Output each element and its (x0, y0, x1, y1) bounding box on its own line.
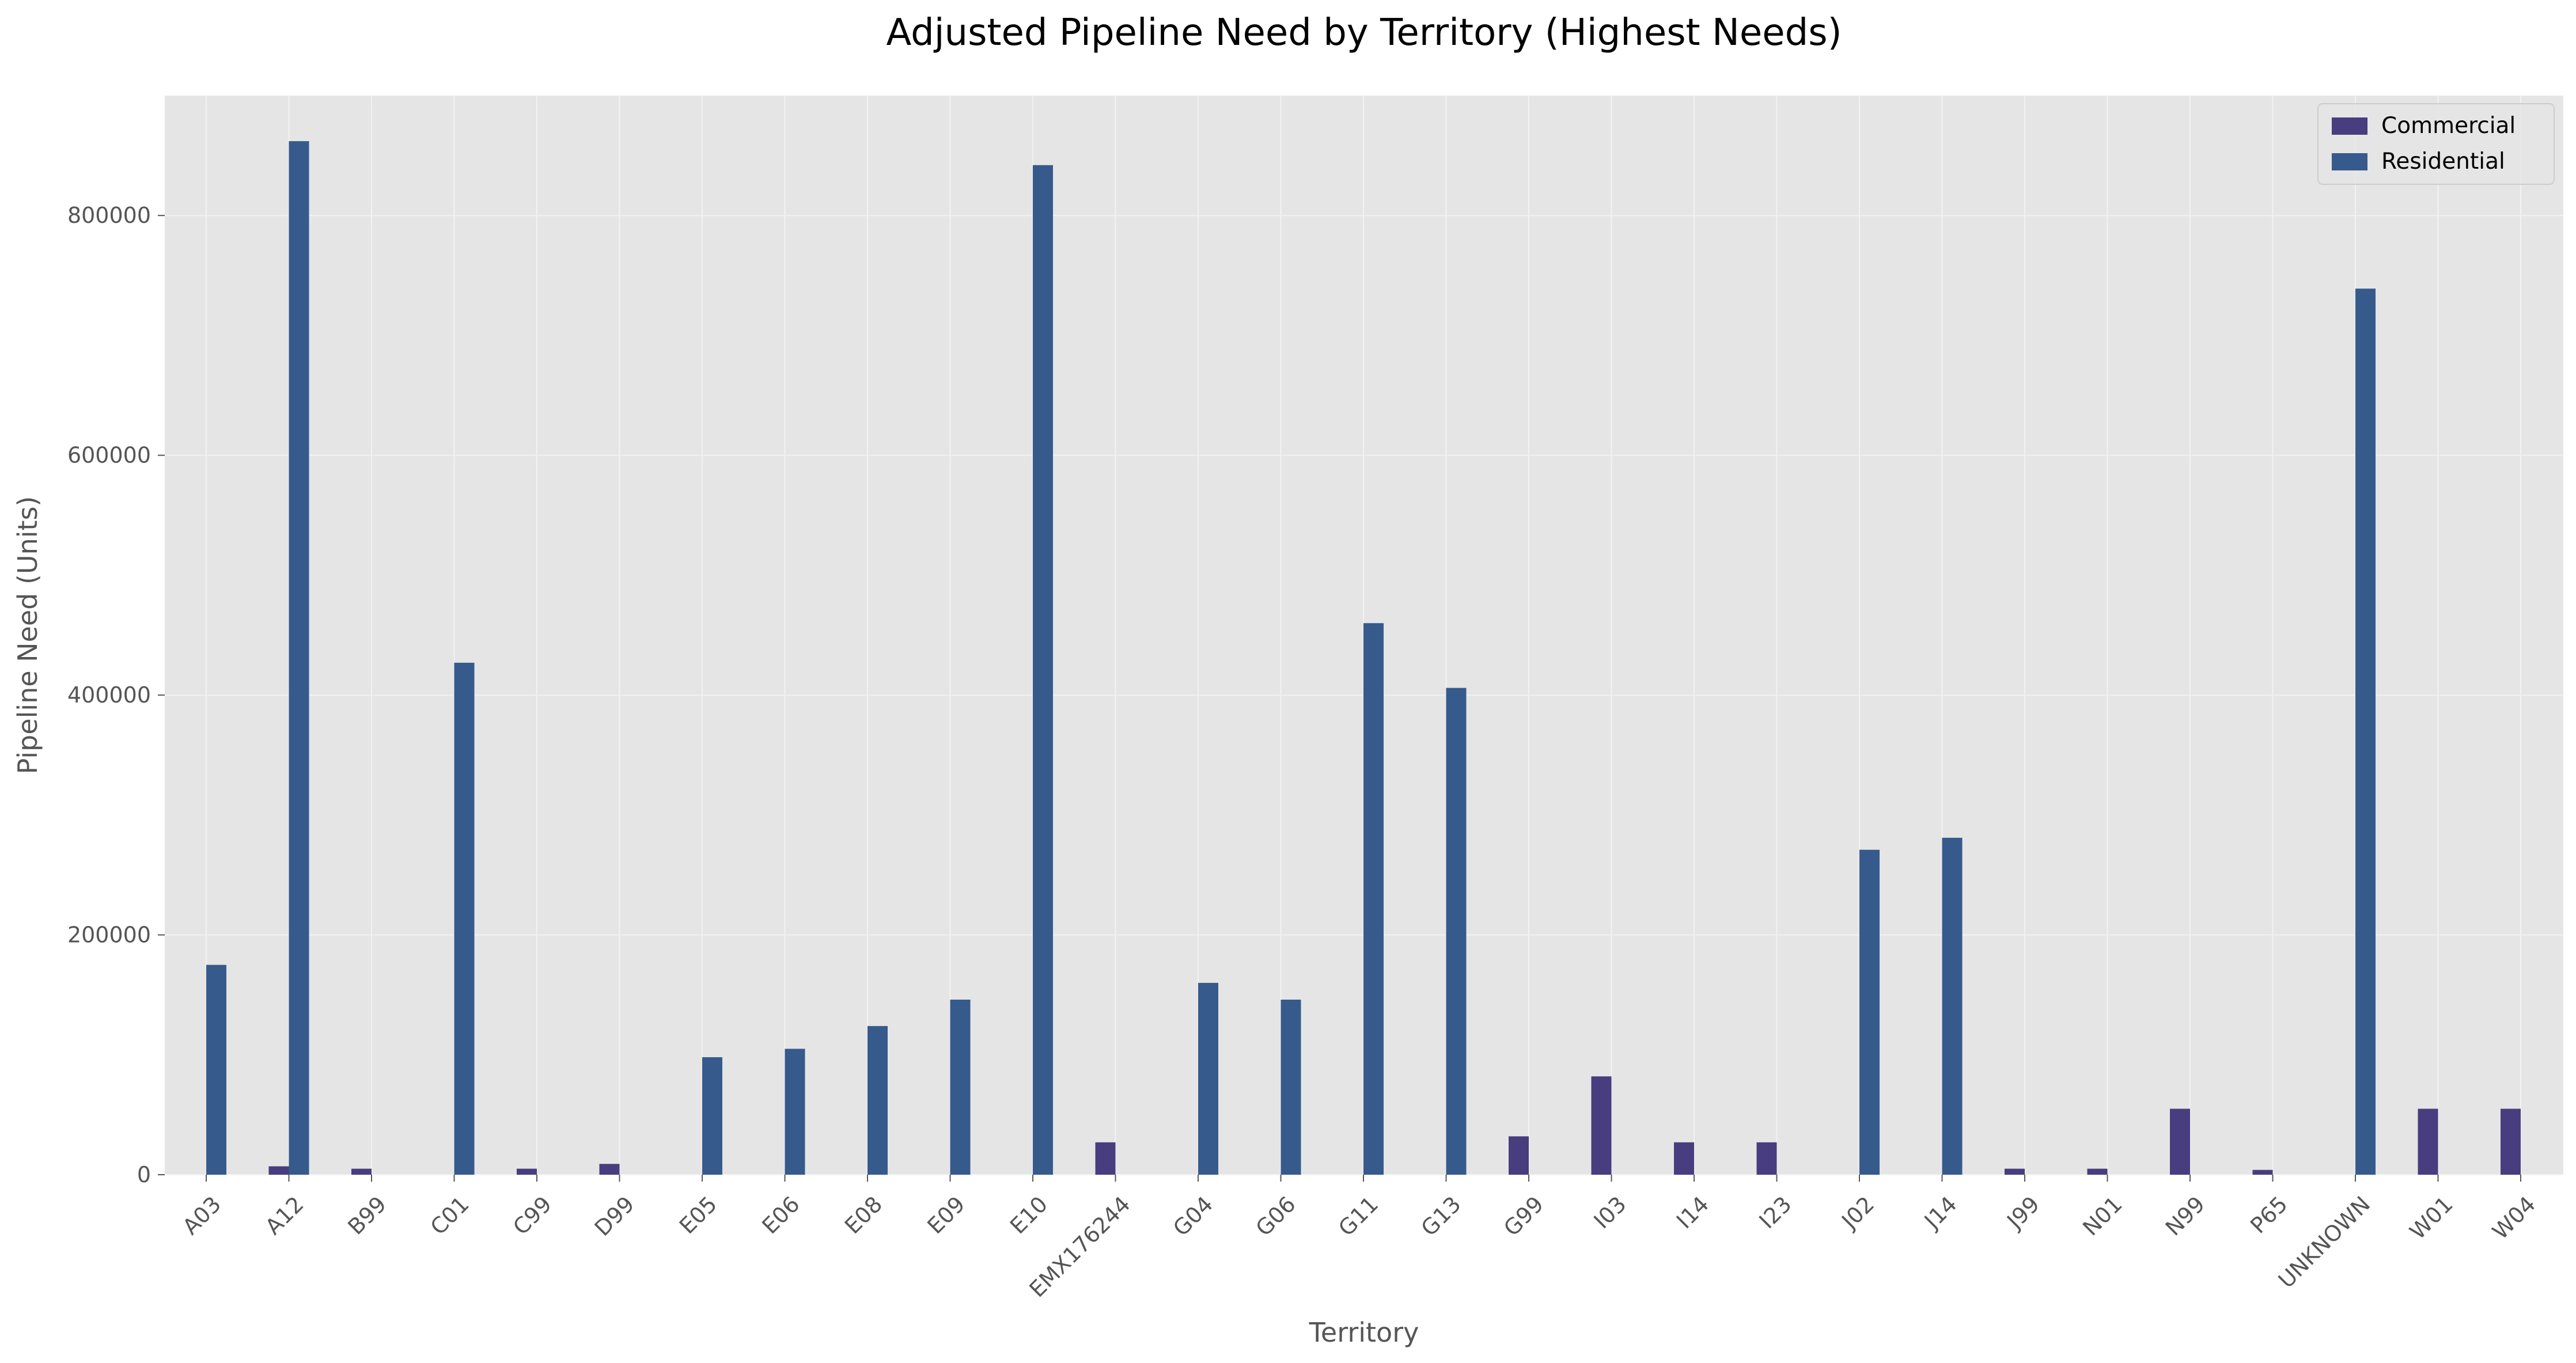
bar-residential-a12 (289, 141, 309, 1175)
x-tick-label: E05 (675, 1191, 722, 1239)
bar-commercial-i14 (1674, 1142, 1694, 1175)
x-tick-label: D99 (590, 1191, 639, 1241)
y-tick-label: 800000 (67, 203, 151, 228)
bar-residential-e09 (950, 999, 971, 1175)
x-axis-label: Territory (1309, 1317, 1419, 1348)
x-tick-label: E06 (757, 1191, 804, 1239)
bar-commercial-p65 (2252, 1170, 2273, 1175)
bar-residential-g13 (1446, 688, 1467, 1175)
bar-commercial-a12 (268, 1166, 289, 1175)
x-tick-label: I14 (1672, 1191, 1714, 1233)
x-tick-label: J14 (1919, 1191, 1962, 1235)
y-axis-label: Pipeline Need (Units) (12, 496, 43, 774)
bar-commercial-w04 (2501, 1108, 2521, 1175)
bar-commercial-c99 (517, 1168, 537, 1175)
y-tick-label: 200000 (67, 922, 151, 948)
chart-title: Adjusted Pipeline Need by Territory (Hig… (886, 12, 1842, 54)
x-tick-label: G11 (1334, 1191, 1383, 1241)
legend: Commercial Residential (2317, 103, 2555, 185)
bar-commercial-j99 (2005, 1168, 2025, 1175)
x-tick-label: P65 (2245, 1191, 2293, 1239)
legend-box (2317, 103, 2555, 185)
bar-residential-g06 (1281, 999, 1301, 1175)
x-tick-label: E10 (1005, 1191, 1052, 1239)
x-tick-label: G99 (1499, 1191, 1548, 1241)
bar-commercial-w01 (2418, 1108, 2438, 1175)
bar-residential-e10 (1033, 165, 1053, 1175)
x-tick-label: G06 (1251, 1191, 1301, 1241)
x-tick-label: A03 (177, 1191, 226, 1240)
bar-commercial-d99 (599, 1164, 620, 1175)
bar-commercial-i03 (1591, 1076, 1612, 1175)
bar-commercial-g99 (1509, 1136, 1529, 1175)
bar-residential-c01 (454, 662, 475, 1175)
legend-swatch-commercial (2332, 117, 2367, 135)
legend-swatch-residential (2332, 153, 2367, 170)
x-tick-label: A12 (260, 1191, 309, 1240)
y-tick-label: 600000 (67, 443, 151, 468)
bars (206, 141, 2521, 1175)
x-tick-label: G04 (1168, 1191, 1218, 1241)
y-tick-label: 400000 (67, 682, 151, 708)
bar-commercial-i23 (1756, 1142, 1777, 1175)
bar-residential-g04 (1198, 982, 1218, 1175)
bar-residential-g11 (1363, 623, 1384, 1175)
x-tick-label: E09 (922, 1191, 969, 1239)
y-tick-label: 0 (137, 1162, 151, 1187)
x-axis-ticks: A03 A12 B99 C01 C99 D99 E05 E06 E08 E09 E10EMX1762… (177, 1175, 2540, 1302)
bar-residential-e06 (785, 1049, 805, 1175)
y-axis-ticks: 0 200000 400000 600000 800000 (67, 203, 165, 1187)
bar-commercial-b99 (351, 1168, 372, 1175)
bar-residential-j14 (1942, 837, 1963, 1175)
bar-commercial-emx176244 (1095, 1142, 1116, 1175)
bar-residential-a03 (206, 965, 226, 1175)
x-tick-label: N99 (2161, 1191, 2210, 1240)
bar-residential-unknown (2355, 288, 2376, 1175)
x-tick-label: W04 (2487, 1191, 2540, 1244)
bar-commercial-n01 (2087, 1168, 2108, 1175)
bar-residential-e08 (867, 1026, 888, 1175)
legend-label-residential: Residential (2381, 149, 2505, 174)
x-tick-label: W01 (2405, 1191, 2458, 1244)
x-tick-label: N01 (2078, 1191, 2127, 1240)
bar-commercial-n99 (2170, 1108, 2190, 1175)
x-tick-label: B99 (343, 1191, 391, 1240)
legend-label-commercial: Commercial (2381, 113, 2516, 139)
x-tick-label: J02 (1836, 1191, 1880, 1235)
bar-residential-e05 (702, 1057, 722, 1175)
x-tick-label: I03 (1589, 1191, 1631, 1233)
x-tick-label: I23 (1754, 1191, 1796, 1233)
x-tick-label: G13 (1416, 1191, 1466, 1241)
x-tick-label: C01 (426, 1191, 474, 1240)
bar-residential-j02 (1859, 849, 1880, 1175)
x-tick-label: C99 (508, 1191, 556, 1240)
x-tick-label: J99 (2002, 1191, 2045, 1235)
x-tick-label: E08 (840, 1191, 887, 1239)
